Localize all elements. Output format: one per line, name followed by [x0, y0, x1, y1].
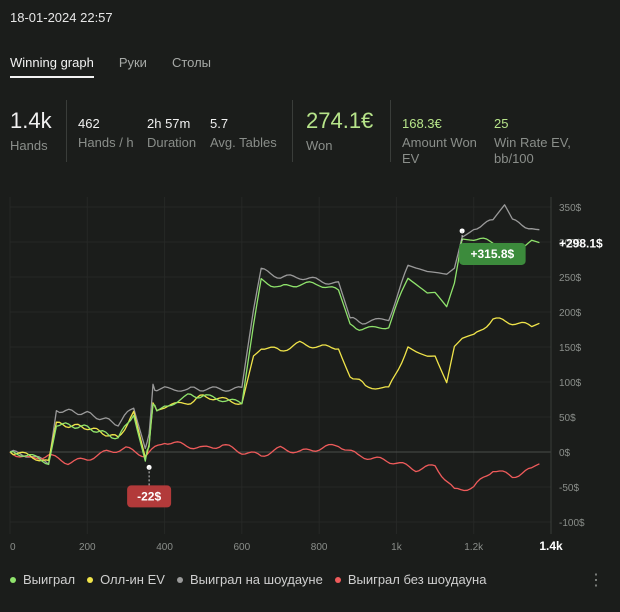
- stat-amount-won-ev-value: 168.3€: [402, 116, 442, 131]
- stat-win-rate-ev: 25 Win Rate EV, bb/100: [494, 100, 571, 167]
- stat-duration-value: 2h 57m: [147, 116, 191, 131]
- more-options-icon[interactable]: ⋮: [588, 572, 604, 589]
- legend-item-won[interactable]: Выиграл: [10, 572, 75, 587]
- chart-legend: Выиграл Олл-ин EV Выиграл на шоудауне Вы…: [10, 572, 498, 587]
- session-datetime: 18-01-2024 22:57: [10, 10, 113, 25]
- stat-hands-per-hour: 462 Hands / h: [78, 100, 134, 151]
- legend-dot-allin-ev: [87, 576, 94, 583]
- y-tick-label: 350$: [559, 203, 582, 214]
- stat-amount-won-ev-label-line2: EV: [402, 151, 420, 166]
- stat-hands: 1.4k Hands: [10, 100, 52, 154]
- stat-win-rate-ev-label: Win Rate EV, bb/100: [494, 135, 571, 167]
- legend-item-showdown[interactable]: Выиграл на шоудауне: [176, 572, 323, 587]
- x-tick-label: 200: [79, 542, 96, 553]
- series-line-nonshowdown: [9, 441, 540, 492]
- stats-bar: 1.4k Hands 462 Hands / h 2h 57m Duration…: [0, 100, 620, 170]
- badge-box: [459, 242, 526, 265]
- legend-label-nonshowdown: Выиграл без шоудауна: [347, 572, 487, 587]
- stat-avg-tables-value: 5.7: [210, 116, 229, 131]
- legend-label-allin-ev: Олл-ин EV: [100, 572, 165, 587]
- stat-amount-won-ev: 168.3€ Amount Won EV: [402, 100, 477, 167]
- tab-winning-graph[interactable]: Winning graph: [10, 55, 94, 78]
- tab-hands[interactable]: Руки: [118, 55, 147, 70]
- y-tick-label: -50$: [559, 483, 579, 494]
- legend-item-nonshowdown[interactable]: Выиграл без шоудауна: [334, 572, 487, 587]
- stat-duration: 2h 57m Duration: [147, 100, 196, 151]
- legend-label-won: Выиграл: [23, 572, 76, 587]
- tab-tables[interactable]: Столы: [171, 55, 212, 70]
- legend-dot-won: [10, 576, 16, 583]
- stats-divider: [390, 100, 391, 162]
- series-line-won: [9, 237, 540, 466]
- stat-won-label: Won: [306, 138, 333, 153]
- badge-label: -22$: [137, 489, 161, 503]
- stat-hands-per-hour-label: Hands / h: [78, 135, 134, 150]
- x-tick-label: 400: [156, 542, 173, 553]
- x-tick-label: 1.2k: [464, 542, 484, 553]
- y-tick-label: 200$: [559, 308, 582, 319]
- series-line-allin_ev: [9, 317, 540, 462]
- tab-bar: Winning graph Руки Столы: [10, 55, 236, 78]
- y-tick-label: 250$: [559, 273, 582, 284]
- stat-hands-per-hour-value: 462: [78, 116, 100, 131]
- series-line-showdown: [9, 204, 540, 465]
- legend-item-allin-ev[interactable]: Олл-ин EV: [87, 572, 165, 587]
- y-tick-label: 300$: [559, 238, 582, 249]
- end-value-label: +298.1$: [559, 236, 603, 250]
- stats-divider: [66, 100, 67, 162]
- y-tick-label: 50$: [559, 413, 576, 424]
- stat-duration-label: Duration: [147, 135, 197, 150]
- stat-hands-label: Hands: [10, 138, 48, 153]
- stat-avg-tables: 5.7 Avg. Tables: [210, 100, 277, 151]
- stat-win-rate-ev-label-line1: Win Rate EV,: [494, 135, 571, 150]
- badge-box: [127, 485, 172, 508]
- x-tick-label: 0: [10, 542, 16, 553]
- stats-divider: [292, 100, 293, 162]
- stat-amount-won-ev-label: Amount Won EV: [402, 135, 477, 167]
- winning-graph-chart[interactable]: 350$ 300$ 250$ 200$ 150$ 100$ 50$ 0$ -50$ -100$ 0 2…: [0, 190, 620, 560]
- y-tick-label: 100$: [559, 378, 582, 389]
- x-tick-label: 1.4k: [539, 539, 563, 553]
- y-tick-label: 0$: [559, 448, 571, 459]
- legend-dot-nonshowdown: [334, 576, 341, 583]
- stat-win-rate-ev-value: 25: [494, 116, 509, 131]
- chart-svg[interactable]: 350$ 300$ 250$ 200$ 150$ 100$ 50$ 0$ -50$ -100$ 0 2…: [0, 190, 620, 560]
- x-tick-label: 600: [234, 542, 251, 553]
- legend-dot-showdown: [176, 576, 183, 583]
- badge-label: +315.8$: [471, 247, 515, 261]
- stat-avg-tables-label: Avg. Tables: [210, 135, 277, 150]
- x-tick-label: 1k: [391, 542, 403, 553]
- y-tick-label: 150$: [559, 343, 582, 354]
- stat-win-rate-ev-label-line2: bb/100: [494, 151, 534, 166]
- stat-hands-value: 1.4k: [10, 108, 52, 133]
- stat-won-value: 274.1€: [306, 108, 374, 133]
- legend-label-showdown: Выиграл на шоудауне: [189, 572, 323, 587]
- y-tick-label: -100$: [559, 518, 585, 529]
- stat-won: 274.1€ Won: [306, 100, 373, 154]
- stat-amount-won-ev-label-line1: Amount Won: [402, 135, 477, 150]
- x-tick-label: 800: [311, 542, 328, 553]
